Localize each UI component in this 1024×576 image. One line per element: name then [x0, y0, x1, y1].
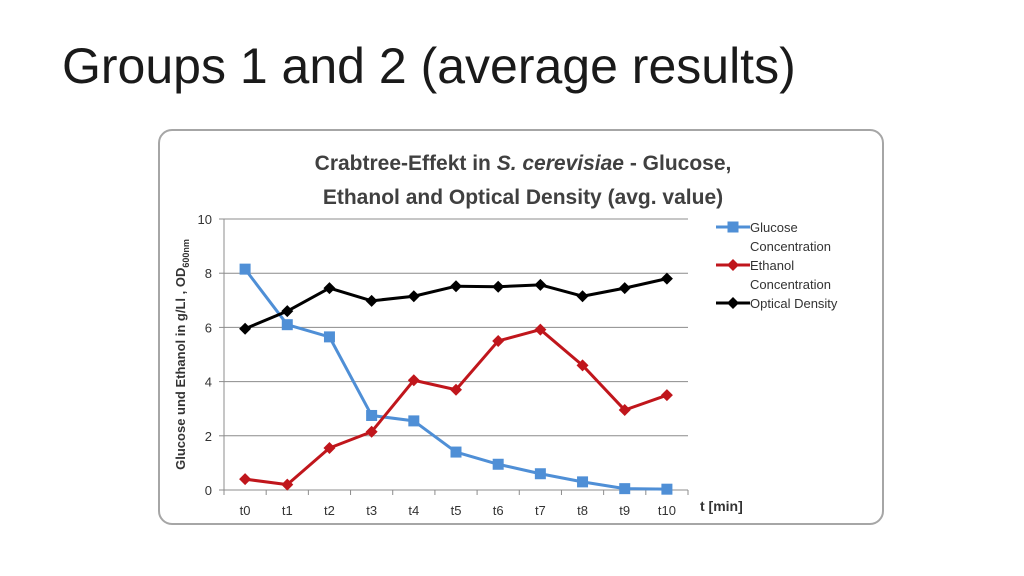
series-line-2: [244, 328, 668, 487]
x-tick-label-t0: t0: [240, 503, 251, 518]
series-2: [239, 323, 673, 491]
chart-title-prefix: Crabtree-Effekt in: [315, 152, 497, 175]
x-axis-label: t [min]: [700, 498, 743, 514]
y-tick-label: 8: [205, 266, 212, 281]
legend-swatch-marker: [727, 259, 739, 271]
y-tick-label: 0: [205, 483, 212, 498]
legend-item-3: Optical Density: [716, 296, 838, 311]
x-tick-label-t1: t1: [282, 503, 293, 518]
chart-title-suffix: - Glucose,: [624, 152, 731, 175]
data-point-2-t4: [407, 374, 420, 387]
data-point-1-t3: [366, 409, 378, 421]
chart-legend: Glucose Concentration Ethanol Concentration…: [716, 220, 838, 311]
x-tick-label-t4: t4: [408, 503, 419, 518]
legend-label: Concentration: [750, 277, 831, 292]
x-tick-label-t9: t9: [619, 503, 630, 518]
legend-swatch-marker: [727, 221, 739, 233]
legend-label: Glucose: [750, 220, 798, 235]
data-point-2-t3: [365, 425, 378, 438]
data-point-3-t8: [576, 290, 589, 303]
data-point-3-t10: [660, 272, 673, 285]
series-1: [239, 263, 673, 495]
y-axis-label-sub: 600nm: [181, 239, 191, 268]
y-tick-label: 6: [205, 320, 212, 335]
legend-label: Ethanol: [750, 258, 794, 273]
y-axis-label-main: Glucose und Ethanol in g/Ll , OD: [173, 268, 188, 470]
legend-item-2: Ethanol Concentration: [716, 258, 831, 292]
y-tick-label: 10: [198, 212, 212, 227]
data-point-3-t5: [450, 280, 462, 293]
y-tick-label: 4: [205, 375, 212, 390]
data-point-1-t2: [323, 331, 335, 343]
legend-label: Optical Density: [750, 296, 838, 311]
data-point-2-t0: [239, 473, 252, 486]
chart-title-line-1: Crabtree-Effekt in S. cerevisiae - Gluco…: [315, 152, 732, 175]
data-point-3-t9: [618, 282, 631, 295]
y-axis-label: Glucose und Ethanol in g/Ll , OD600nm: [173, 239, 191, 470]
data-point-3-t7: [534, 278, 547, 291]
data-point-2-t6: [492, 334, 505, 347]
data-point-3-t6: [492, 280, 505, 293]
data-point-2-t5: [450, 383, 462, 396]
chart-title-italic: S. cerevisiae: [497, 152, 625, 175]
series-3: [239, 272, 673, 335]
chart-frame: Crabtree-Effekt in S. cerevisiae - Gluco…: [158, 129, 884, 525]
data-point-1-t6: [492, 458, 504, 470]
data-point-2-t7: [534, 323, 547, 336]
data-point-2-t10: [660, 389, 673, 402]
x-tick-label-t2: t2: [324, 503, 335, 518]
y-tick-labels: 0 2 4 6 8 10: [198, 212, 212, 498]
chart-title-line-2: Ethanol and Optical Density (avg. value): [323, 186, 723, 209]
x-tick-label-t8: t8: [577, 503, 588, 518]
data-point-3-t1: [281, 305, 294, 318]
y-tick-label: 2: [205, 429, 212, 444]
chart-series: [239, 263, 673, 495]
data-point-2-t2: [323, 441, 336, 454]
data-point-1-t4: [408, 415, 420, 427]
chart-title: Crabtree-Effekt in S. cerevisiae - Gluco…: [315, 152, 732, 209]
legend-label: Concentration: [750, 239, 831, 254]
line-chart: Crabtree-Effekt in S. cerevisiae - Gluco…: [173, 152, 838, 518]
data-point-1-t8: [577, 476, 589, 488]
data-point-1-t10: [661, 483, 673, 495]
axis-labels: t [min]Glucose und Ethanol in g/Ll , OD6…: [173, 239, 743, 514]
data-point-1-t0: [239, 263, 251, 275]
data-point-2-t8: [576, 359, 589, 372]
data-point-1-t5: [450, 446, 462, 458]
x-tick-label-t7: t7: [535, 503, 546, 518]
chart-axes: [223, 219, 689, 495]
x-tick-label-t5: t5: [451, 503, 462, 518]
data-point-3-t4: [407, 290, 420, 303]
data-point-2-t1: [281, 478, 294, 491]
x-tick-label-t6: t6: [493, 503, 504, 518]
legend-item-1: Glucose Concentration: [716, 220, 831, 254]
data-point-1-t7: [534, 468, 546, 480]
x-tick-labels: t0 t1 t2 t3 t4 t5 t6 t7 t8 t9 t10: [240, 503, 676, 518]
legend-swatch-marker: [727, 297, 739, 309]
data-point-1-t1: [281, 319, 293, 331]
data-point-3-t3: [365, 294, 378, 307]
x-tick-label-t10: t10: [658, 503, 676, 518]
data-point-2-t9: [618, 404, 631, 417]
slide-title: Groups 1 and 2 (average results): [62, 38, 796, 94]
data-point-1-t9: [619, 483, 631, 495]
data-point-3-t2: [323, 282, 336, 295]
data-point-3-t0: [239, 322, 252, 335]
x-tick-label-t3: t3: [366, 503, 377, 518]
